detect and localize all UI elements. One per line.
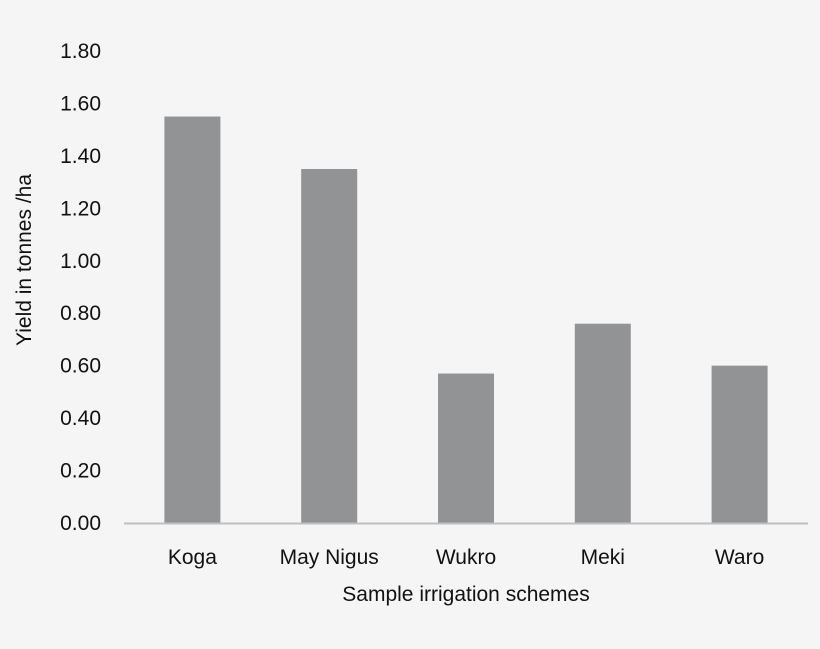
- bar: [301, 169, 358, 523]
- x-tick-label: May Nigus: [280, 546, 379, 569]
- x-axis-ticks: Koga May Nigus Wukro Meki Waro: [168, 546, 764, 569]
- x-tick-label: Meki: [581, 546, 625, 569]
- y-tick-label: 0.40: [60, 407, 101, 430]
- y-tick-label: 0.20: [60, 460, 101, 483]
- x-tick-label: Koga: [168, 546, 217, 569]
- y-tick-label: 1.20: [60, 197, 101, 220]
- y-tick-label: 1.00: [60, 250, 101, 273]
- y-tick-label: 0.00: [60, 512, 101, 535]
- bars: [164, 116, 768, 524]
- bar: [711, 365, 768, 523]
- x-tick-label: Wukro: [436, 546, 496, 569]
- bar: [438, 373, 494, 523]
- y-axis-title: Yield in tonnes /ha: [13, 174, 36, 346]
- y-axis-ticks: 0.00 0.20 0.40 0.60 0.80 1.00 1.20 1.40 1.60 1.80: [60, 40, 101, 535]
- y-tick-label: 1.40: [60, 145, 101, 168]
- y-tick-label: 0.80: [60, 302, 101, 325]
- y-tick-label: 1.60: [60, 92, 101, 115]
- bar: [164, 116, 221, 524]
- y-tick-label: 1.80: [60, 40, 101, 63]
- x-tick-label: Waro: [715, 546, 764, 569]
- bar: [574, 323, 631, 523]
- y-tick-label: 0.60: [60, 355, 101, 378]
- x-axis-title: Sample irrigation schemes: [342, 583, 589, 606]
